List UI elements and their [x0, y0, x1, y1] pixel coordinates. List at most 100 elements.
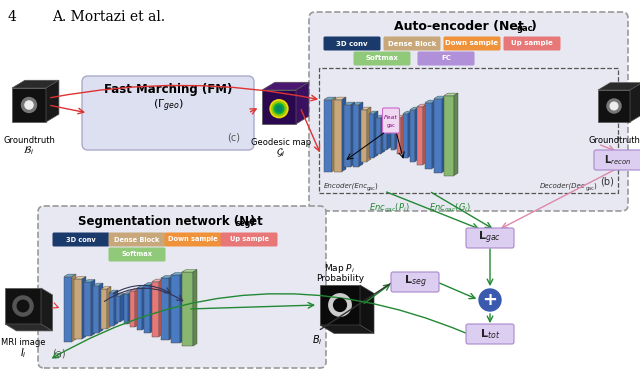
Text: A. Mortazi et al.: A. Mortazi et al. [52, 10, 165, 24]
Polygon shape [425, 100, 436, 103]
Polygon shape [116, 294, 124, 296]
Polygon shape [367, 107, 371, 161]
Text: ): ) [593, 182, 596, 189]
Circle shape [272, 102, 286, 116]
Polygon shape [369, 113, 374, 158]
Polygon shape [391, 121, 395, 150]
Text: ): ) [249, 215, 254, 228]
Text: gac: gac [586, 186, 595, 191]
Polygon shape [359, 102, 363, 167]
Polygon shape [101, 289, 107, 329]
Polygon shape [193, 270, 197, 346]
Text: Dense Block: Dense Block [388, 40, 436, 46]
Polygon shape [598, 83, 640, 90]
Polygon shape [72, 274, 76, 342]
FancyBboxPatch shape [444, 37, 500, 51]
Text: seg: seg [236, 219, 252, 228]
Circle shape [610, 102, 618, 110]
Polygon shape [101, 287, 111, 289]
Polygon shape [74, 277, 86, 279]
Text: $\mathbf{L}_{seg}$: $\mathbf{L}_{seg}$ [404, 274, 426, 290]
Polygon shape [41, 288, 52, 331]
FancyBboxPatch shape [466, 324, 514, 344]
Text: (a): (a) [52, 348, 66, 358]
Polygon shape [434, 98, 442, 173]
Polygon shape [169, 276, 173, 340]
Polygon shape [344, 102, 355, 104]
Polygon shape [144, 283, 154, 285]
FancyBboxPatch shape [109, 247, 166, 262]
Polygon shape [120, 294, 124, 322]
Polygon shape [161, 278, 169, 340]
Circle shape [13, 296, 33, 316]
Polygon shape [109, 293, 114, 325]
Polygon shape [397, 118, 401, 153]
FancyBboxPatch shape [221, 233, 278, 247]
Polygon shape [442, 96, 446, 173]
Polygon shape [116, 296, 120, 322]
Polygon shape [361, 107, 371, 109]
Polygon shape [84, 282, 91, 336]
Polygon shape [124, 291, 132, 294]
Polygon shape [182, 270, 197, 272]
Text: $\mathit{Enc}_{gac}(P_i)$: $\mathit{Enc}_{gac}(P_i)$ [369, 202, 410, 215]
Polygon shape [630, 83, 640, 122]
Polygon shape [383, 121, 387, 150]
Polygon shape [598, 90, 630, 122]
Polygon shape [159, 279, 163, 337]
FancyBboxPatch shape [82, 76, 254, 150]
Polygon shape [320, 285, 360, 325]
Text: gac: gac [387, 123, 396, 128]
Polygon shape [454, 93, 458, 176]
Polygon shape [351, 102, 355, 167]
FancyBboxPatch shape [504, 37, 561, 51]
Text: Feat: Feat [384, 115, 398, 120]
Polygon shape [93, 283, 103, 285]
Polygon shape [150, 283, 154, 333]
Polygon shape [124, 294, 128, 324]
Text: MRI image: MRI image [1, 338, 45, 347]
Polygon shape [415, 107, 419, 161]
Polygon shape [360, 285, 374, 333]
Polygon shape [262, 82, 309, 90]
Text: $I_i$: $I_i$ [20, 346, 26, 360]
Circle shape [274, 104, 284, 114]
Polygon shape [417, 104, 427, 106]
Polygon shape [353, 104, 359, 167]
Polygon shape [383, 119, 391, 121]
Text: Geodesic map: Geodesic map [251, 138, 311, 147]
Circle shape [479, 289, 501, 311]
FancyBboxPatch shape [391, 272, 439, 292]
Text: Down sample: Down sample [445, 40, 499, 46]
Polygon shape [401, 115, 405, 153]
Text: 4: 4 [8, 10, 17, 24]
FancyBboxPatch shape [52, 233, 109, 247]
FancyBboxPatch shape [323, 37, 381, 51]
FancyBboxPatch shape [164, 233, 221, 247]
Text: gac: gac [367, 186, 376, 191]
Text: gac: gac [516, 24, 533, 33]
Polygon shape [408, 111, 412, 158]
Text: (c): (c) [227, 132, 240, 142]
Text: $B_i$: $B_i$ [312, 333, 323, 347]
Polygon shape [137, 288, 142, 330]
Polygon shape [152, 279, 163, 282]
Polygon shape [344, 104, 351, 167]
Polygon shape [410, 109, 415, 161]
Polygon shape [74, 279, 82, 339]
Polygon shape [391, 119, 399, 121]
Polygon shape [114, 290, 118, 325]
Circle shape [25, 101, 33, 109]
Polygon shape [144, 285, 150, 333]
Circle shape [607, 99, 621, 113]
Text: Groundtruth: Groundtruth [588, 136, 640, 145]
Polygon shape [410, 107, 419, 109]
Text: 3D conv: 3D conv [66, 236, 96, 242]
FancyBboxPatch shape [109, 233, 166, 247]
Text: $\mathbf{L}_{recon}$: $\mathbf{L}_{recon}$ [604, 153, 632, 167]
Polygon shape [46, 80, 59, 122]
Text: $\mathit{Enc}_{gac}(G_i)$: $\mathit{Enc}_{gac}(G_i)$ [429, 202, 471, 215]
Text: ): ) [531, 20, 536, 33]
Text: ): ) [374, 182, 377, 189]
Text: Up sample: Up sample [230, 236, 269, 242]
